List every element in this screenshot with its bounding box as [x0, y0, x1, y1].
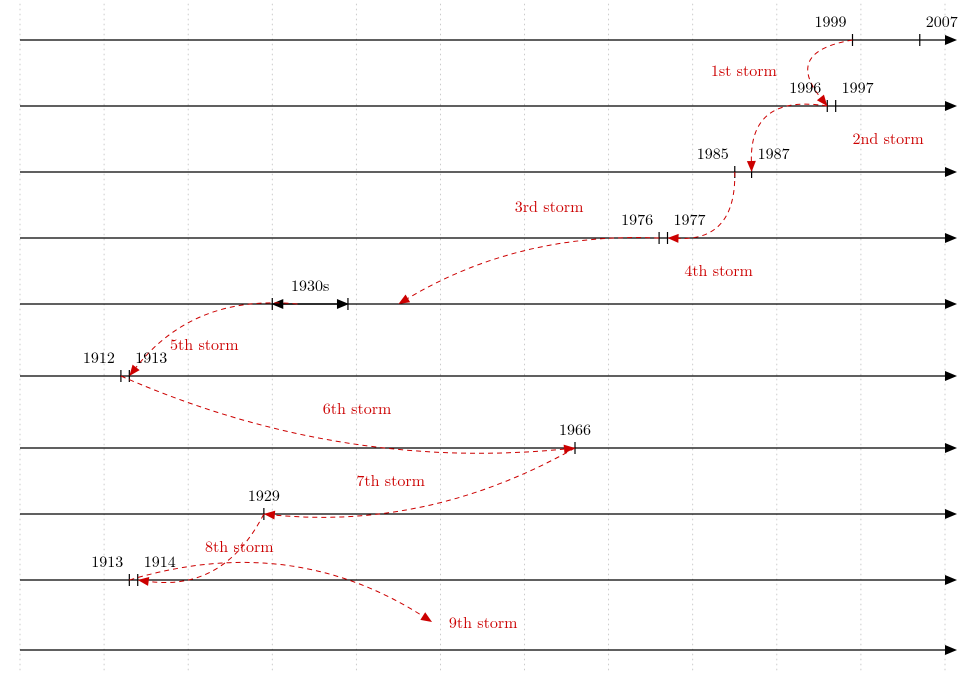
- axis-arrowhead: [945, 167, 957, 177]
- diagram-stage: 1999 2007 1996 1997 1985 1987 1976 1977 1930s 191…: [0, 0, 967, 675]
- storm-label: 5th storm: [170, 332, 239, 355]
- year-label: 1913: [135, 345, 167, 368]
- year-label: 1913: [91, 549, 123, 572]
- year-label: 1912: [83, 345, 115, 368]
- year-label: 1977: [673, 207, 705, 230]
- axis-arrowhead: [945, 371, 957, 381]
- storm-arrowhead: [668, 234, 679, 243]
- storm-arrowhead: [398, 295, 410, 304]
- storm-path: [408, 238, 659, 299]
- storm-label: 2nd storm: [853, 126, 924, 149]
- storm-label: 9th storm: [449, 610, 518, 633]
- axis-arrowhead: [945, 101, 957, 111]
- axis-arrowhead: [945, 645, 957, 655]
- storm-arrowhead: [264, 511, 275, 520]
- diagram-svg: [0, 0, 967, 675]
- year-label: 1914: [144, 549, 176, 572]
- range-arrowhead-right: [337, 299, 349, 309]
- storm-arrowhead: [138, 577, 149, 586]
- storm-label: 1st storm: [711, 58, 777, 81]
- year-label: 1999: [814, 9, 846, 32]
- year-label: 1929: [248, 483, 280, 506]
- year-label: 1966: [559, 417, 591, 440]
- year-label: 1985: [697, 141, 729, 164]
- year-label: 1987: [758, 141, 790, 164]
- axis-arrowhead: [945, 299, 957, 309]
- axis-arrowhead: [945, 233, 957, 243]
- year-label: 2007: [926, 9, 958, 32]
- axis-arrowhead: [945, 443, 957, 453]
- storm-label: 7th storm: [356, 468, 425, 491]
- axis-arrowhead: [945, 509, 957, 519]
- storm-label: 8th storm: [205, 534, 274, 557]
- storm-arrowhead: [747, 161, 756, 172]
- year-label: 1997: [842, 75, 874, 98]
- range-label: 1930s: [291, 273, 329, 296]
- range-arrowhead-left: [271, 299, 283, 309]
- year-label: 1976: [621, 207, 653, 230]
- axis-arrowhead: [945, 575, 957, 585]
- storm-label: 4th storm: [684, 258, 753, 281]
- year-label: 1996: [789, 75, 821, 98]
- axis-arrowhead: [945, 35, 957, 45]
- storm-label: 3rd storm: [515, 194, 584, 217]
- storm-arrowhead: [420, 612, 432, 622]
- storm-label: 6th storm: [323, 396, 392, 419]
